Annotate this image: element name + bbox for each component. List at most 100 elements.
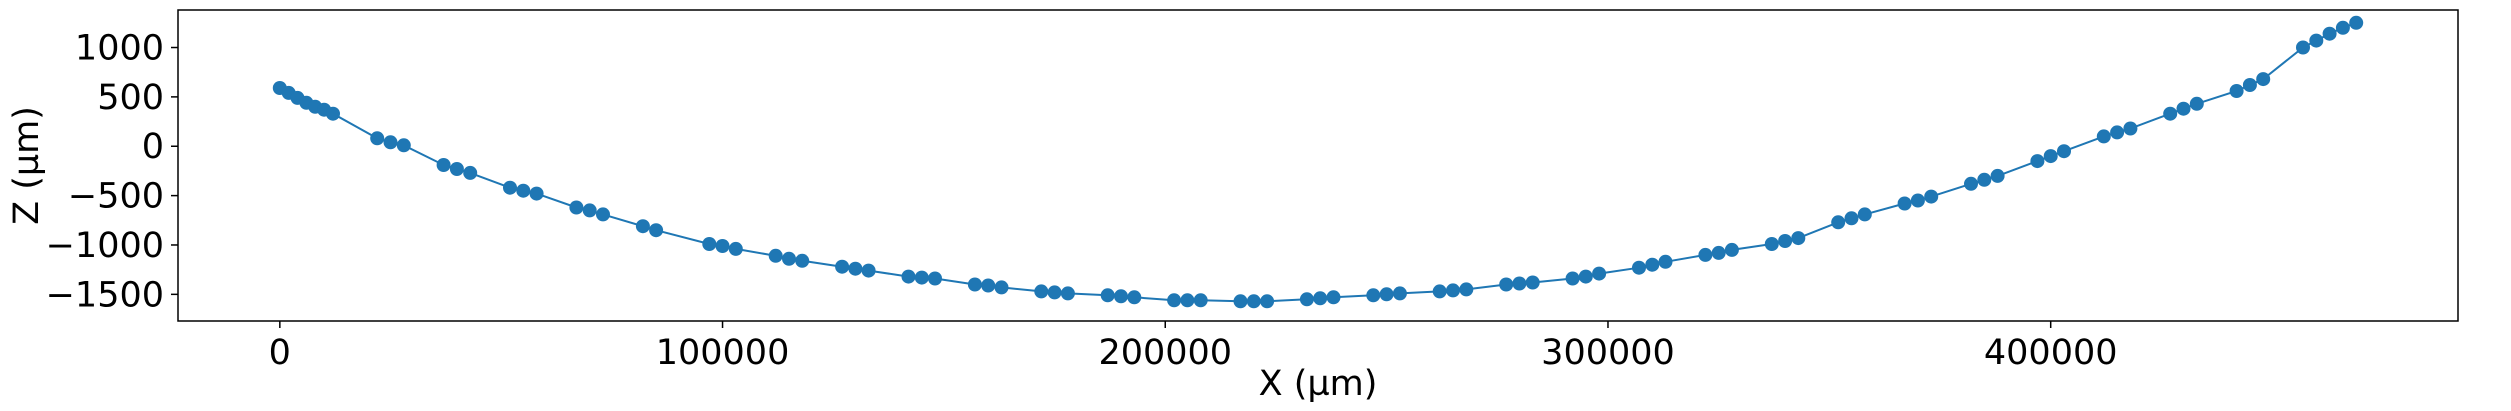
data-point — [2110, 125, 2125, 140]
data-point — [396, 138, 411, 153]
data-point — [1499, 277, 1514, 292]
data-point — [1060, 286, 1075, 301]
x-tick-label: 300000 — [1541, 333, 1675, 373]
data-point — [795, 253, 810, 268]
y-tick-label: 1000 — [75, 29, 164, 69]
data-point — [449, 162, 464, 176]
x-tick-label: 200000 — [1098, 333, 1232, 373]
data-point — [383, 135, 398, 150]
data-point — [1326, 290, 1341, 305]
data-point — [1632, 260, 1646, 275]
data-point — [529, 186, 544, 201]
data-point — [1379, 287, 1394, 302]
data-point — [1512, 276, 1527, 291]
data-point — [914, 270, 929, 285]
data-point — [582, 203, 597, 218]
data-point — [1977, 172, 1992, 187]
x-axis-ticks: 0 100000 200000 300000 400000 — [269, 321, 2118, 373]
data-point — [463, 165, 478, 180]
data-point — [1114, 289, 1128, 304]
data-point — [1127, 290, 1142, 305]
data-point — [1246, 294, 1261, 309]
data-point — [326, 106, 340, 121]
data-point — [994, 280, 1009, 295]
y-tick-label: −1000 — [46, 226, 164, 266]
data-point — [1392, 286, 1407, 301]
data-point — [649, 223, 664, 238]
data-point — [1791, 231, 1806, 246]
data-point — [2176, 101, 2191, 116]
data-point — [503, 180, 517, 195]
data-point — [2322, 26, 2337, 41]
data-point — [768, 248, 783, 263]
data-point — [1857, 207, 1872, 222]
data-point — [1233, 294, 1248, 309]
data-point — [1313, 291, 1328, 306]
y-axis-label: Z (µm) — [7, 106, 47, 225]
data-point — [1578, 269, 1593, 284]
data-point — [1034, 284, 1049, 299]
data-point — [1193, 293, 1208, 308]
data-point — [1698, 247, 1713, 262]
data-point — [2123, 121, 2138, 136]
data-point — [2242, 78, 2257, 92]
data-point — [1910, 193, 1925, 208]
data-point — [1990, 168, 2005, 183]
data-point — [2030, 154, 2045, 169]
data-point — [1180, 293, 1195, 308]
data-point — [1778, 234, 1793, 248]
data-point — [835, 259, 850, 274]
data-point — [1711, 245, 1726, 260]
data-point — [2096, 129, 2111, 144]
data-point — [715, 239, 730, 253]
data-point — [1100, 288, 1115, 303]
data-point — [1844, 211, 1859, 226]
data-point — [728, 241, 743, 256]
data-point — [1764, 237, 1779, 251]
plot-frame — [177, 9, 2459, 322]
data-point — [569, 200, 584, 215]
data-point — [2309, 33, 2324, 48]
data-point — [1658, 254, 1673, 269]
data-point — [1964, 176, 1978, 191]
data-point — [1831, 215, 1846, 230]
y-tick-label: 500 — [97, 78, 164, 118]
data-point — [370, 131, 385, 146]
data-point — [1924, 189, 1939, 204]
x-tick-label: 400000 — [1984, 333, 2118, 373]
data-point — [2349, 15, 2364, 30]
data-point — [1645, 257, 1660, 272]
data-point — [1432, 284, 1447, 299]
data-point — [2057, 144, 2071, 159]
data-point — [436, 158, 451, 172]
data-point — [928, 271, 942, 286]
data-point — [1459, 282, 1474, 297]
y-tick-label: −500 — [68, 177, 164, 217]
data-point — [2335, 20, 2350, 35]
data-point — [1592, 266, 1607, 281]
data-point — [1047, 285, 1062, 300]
y-tick-label: −1500 — [46, 275, 164, 315]
data-point — [2189, 96, 2204, 111]
data-point — [967, 277, 982, 292]
data-point — [1897, 196, 1912, 211]
data-point — [1260, 294, 1275, 309]
data-point — [981, 278, 996, 293]
data-point — [782, 251, 796, 266]
y-tick-label: 0 — [142, 127, 164, 167]
x-axis-label: X (µm) — [1259, 364, 1378, 404]
data-point — [2043, 149, 2058, 164]
y-axis-ticks: 1000 500 0 −500 −1000 −1500 — [46, 29, 178, 315]
data-point — [2296, 40, 2310, 55]
data-point — [1565, 271, 1580, 286]
data-point — [1525, 275, 1540, 290]
series-line — [279, 21, 2357, 303]
data-point — [901, 269, 916, 284]
data-point — [1446, 283, 1460, 298]
data-point — [1366, 288, 1381, 303]
plot-marks — [272, 15, 2364, 309]
data-point — [861, 263, 876, 278]
data-point — [1299, 292, 1314, 307]
data-point — [1724, 242, 1739, 257]
